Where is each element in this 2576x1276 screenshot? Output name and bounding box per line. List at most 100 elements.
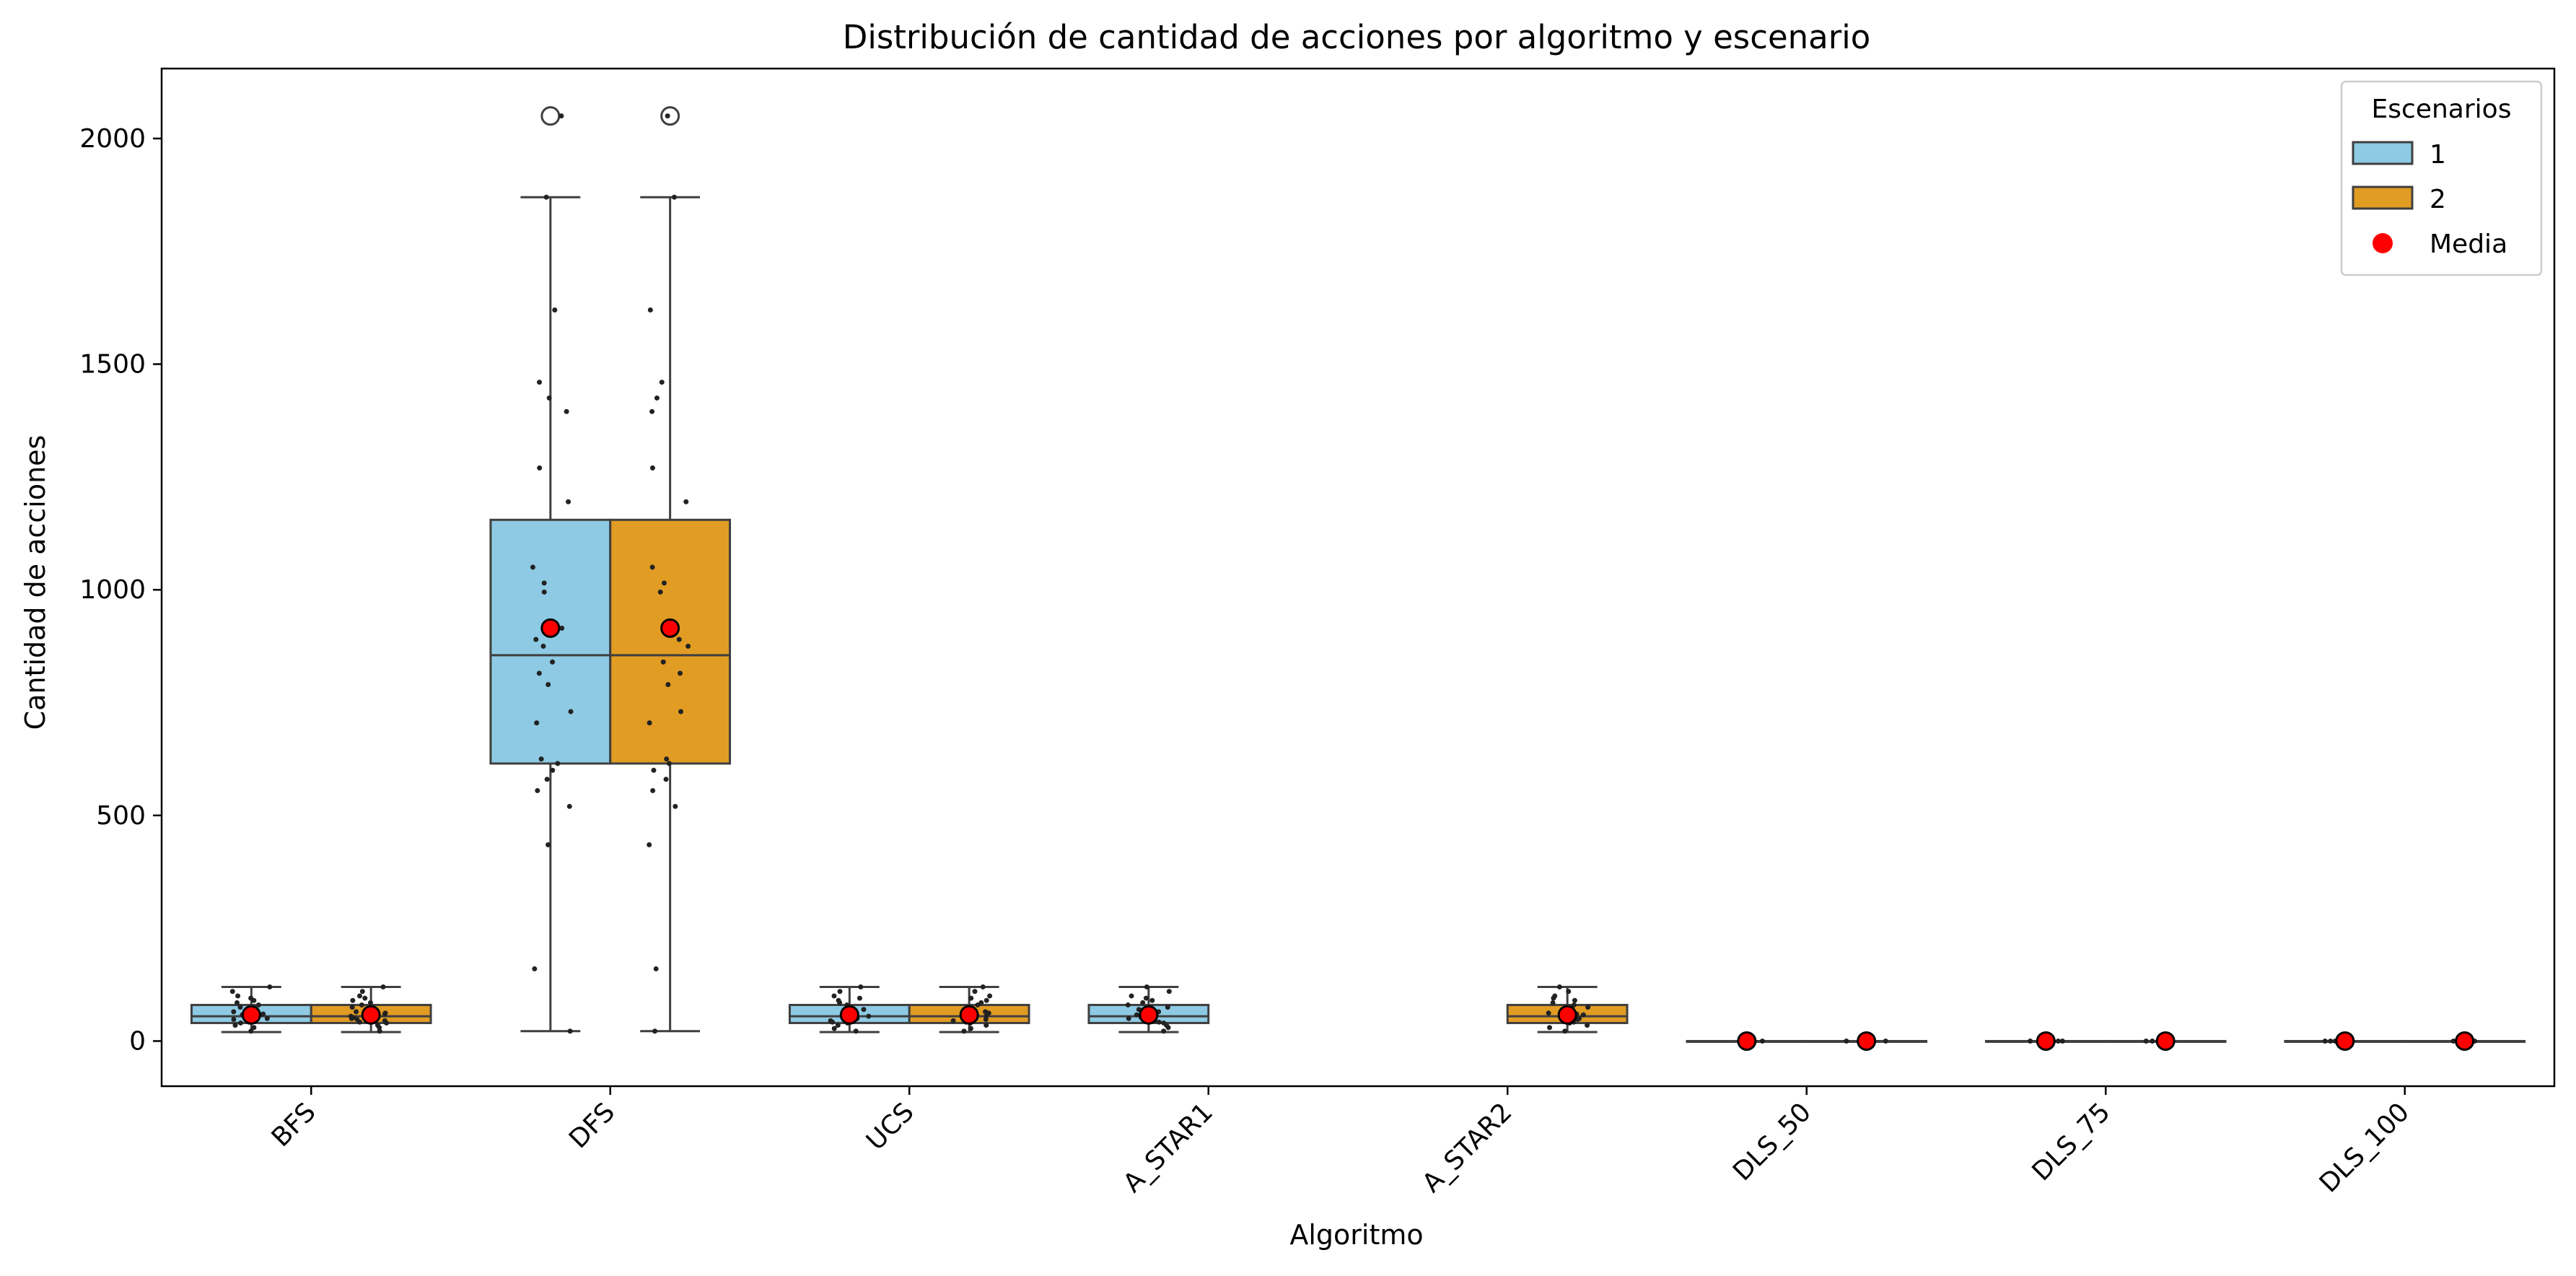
- legend-frame: [2340, 80, 2543, 276]
- mean-marker: [2155, 1031, 2176, 1051]
- data-point: [2150, 1038, 2155, 1044]
- series-2-group: [310, 106, 2526, 1051]
- y-tick-label: 1500: [79, 350, 146, 380]
- box-DLS_50-series-1: [1686, 1031, 1808, 1051]
- data-point: [1547, 1025, 1553, 1031]
- data-point: [567, 1028, 573, 1034]
- data-point: [835, 1023, 841, 1028]
- x-tick-label: DLS_100: [2314, 1097, 2415, 1198]
- data-point: [652, 1028, 658, 1034]
- axes-frame: [160, 67, 2556, 1088]
- data-point: [536, 670, 542, 676]
- mean-marker: [839, 1005, 859, 1025]
- box-DFS-series-1: [489, 106, 612, 1034]
- data-point: [540, 643, 546, 649]
- data-point: [647, 307, 653, 313]
- data-point: [2322, 1038, 2328, 1044]
- box-UCS-series-1: [788, 984, 911, 1034]
- data-point: [1759, 1038, 1765, 1044]
- data-point: [980, 984, 986, 989]
- data-point: [558, 113, 564, 119]
- data-point: [649, 564, 655, 570]
- data-point: [532, 966, 538, 971]
- box-UCS-series-2: [908, 984, 1030, 1034]
- data-point: [1577, 1015, 1582, 1021]
- data-point: [1140, 1000, 1146, 1005]
- data-point: [374, 1023, 380, 1028]
- data-point: [678, 709, 684, 715]
- data-point: [968, 995, 974, 1001]
- data-point: [1883, 1038, 1888, 1044]
- data-point: [1546, 1010, 1551, 1016]
- data-point: [1556, 984, 1562, 989]
- data-point: [350, 997, 356, 1003]
- data-point: [248, 1028, 254, 1034]
- x-tick-label: DLS_75: [2027, 1097, 2116, 1187]
- x-axis-label: Algoritmo: [1289, 1219, 1423, 1251]
- data-point: [659, 380, 665, 385]
- data-point: [676, 637, 682, 642]
- data-point: [2328, 1038, 2334, 1044]
- data-point: [555, 761, 561, 766]
- data-point: [1126, 1015, 1131, 1021]
- axes: 0 500 1000 1500 2000 BFS DFS UCS A_STAR1 A_STAR2 D…: [79, 67, 2556, 1199]
- data-point: [978, 1000, 984, 1005]
- data-point: [231, 1009, 237, 1015]
- data-point: [649, 408, 655, 414]
- data-point: [664, 756, 670, 762]
- data-point: [1129, 993, 1134, 999]
- data-point: [1161, 1020, 1167, 1026]
- data-point: [546, 395, 552, 401]
- data-point: [2143, 1038, 2149, 1044]
- data-point: [661, 580, 667, 586]
- data-point: [1134, 1012, 1139, 1018]
- data-point: [1149, 997, 1155, 1003]
- data-point: [837, 989, 843, 995]
- box-DLS_100-series-2: [2404, 1031, 2526, 1051]
- data-point: [950, 1018, 956, 1023]
- data-point: [537, 380, 543, 385]
- data-point: [1571, 1002, 1577, 1008]
- data-point: [858, 984, 864, 989]
- mean-marker: [2036, 1031, 2056, 1051]
- data-point: [235, 1000, 240, 1005]
- data-point: [231, 1016, 237, 1022]
- legend-swatch-series-2: [2352, 185, 2414, 210]
- data-point: [349, 1005, 355, 1010]
- data-point: [828, 1018, 833, 1023]
- data-point: [550, 767, 556, 773]
- data-point: [972, 989, 978, 995]
- data-point: [541, 589, 547, 595]
- data-point: [538, 756, 544, 762]
- outlier-point: [660, 106, 680, 126]
- data-point: [666, 761, 672, 766]
- data-point: [683, 499, 689, 504]
- mean-marker: [1557, 1005, 1577, 1025]
- data-point: [544, 777, 550, 782]
- box-A_STAR1-series-1: [1087, 984, 1210, 1034]
- data-point: [229, 989, 235, 995]
- legend-entry-Media: Media: [2373, 230, 2507, 259]
- data-point: [987, 993, 993, 999]
- data-point: [831, 993, 837, 999]
- data-point: [857, 995, 862, 1001]
- data-point: [1156, 1019, 1162, 1025]
- series-1-group: [190, 106, 2406, 1051]
- data-point: [566, 499, 571, 504]
- data-point: [1144, 984, 1149, 989]
- data-point: [650, 787, 656, 793]
- data-point: [968, 1026, 973, 1031]
- data-point: [362, 995, 368, 1001]
- data-point: [651, 767, 657, 773]
- y-tick-label: 1000: [79, 575, 146, 605]
- legend-label: Media: [2430, 230, 2507, 259]
- legend-entry-2: 2: [2352, 185, 2446, 214]
- data-point: [535, 787, 540, 793]
- data-point: [537, 465, 543, 471]
- data-point: [2028, 1038, 2033, 1044]
- data-point: [348, 1013, 354, 1019]
- data-point: [248, 995, 254, 1001]
- mean-marker: [241, 1005, 261, 1025]
- box-DLS_75-series-1: [1984, 1031, 2107, 1051]
- box-DLS_50-series-2: [1805, 1031, 1928, 1051]
